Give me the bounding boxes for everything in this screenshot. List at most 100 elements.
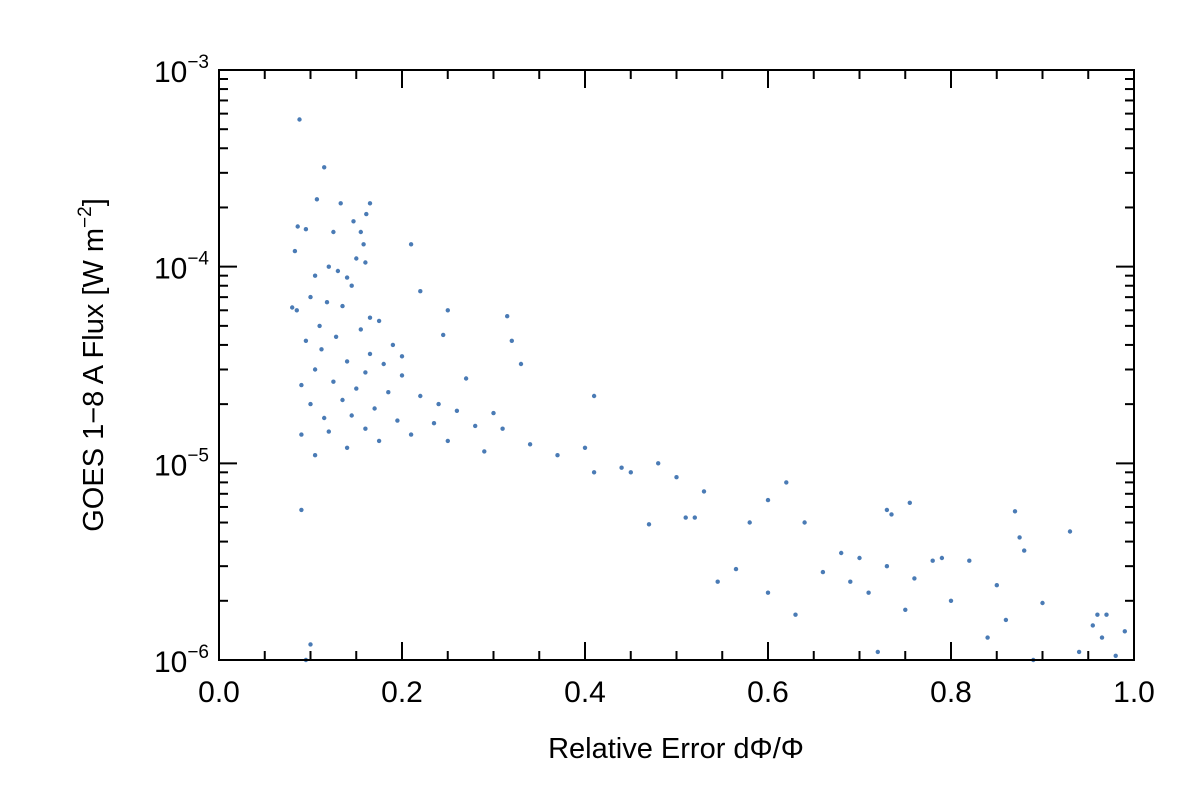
data-point xyxy=(1122,629,1128,634)
tick-labels: 0.0 0.2 0.4 0.6 0.8 1.010−610−510−410−3 xyxy=(154,52,1155,709)
data-point xyxy=(326,264,331,269)
y-tick-label: 10−6 xyxy=(154,642,209,679)
data-point xyxy=(358,327,363,332)
data-point xyxy=(349,413,354,418)
data-point xyxy=(358,229,363,235)
y-tick-label: 10−5 xyxy=(154,445,209,482)
y-axis-title-exponent: −2 xyxy=(75,206,96,228)
data-point xyxy=(628,470,633,475)
data-point xyxy=(354,386,359,391)
data-point xyxy=(308,401,313,407)
data-point xyxy=(354,256,359,261)
data-point xyxy=(386,390,391,395)
data-point xyxy=(292,248,298,254)
data-point xyxy=(312,273,318,278)
data-point xyxy=(408,432,414,437)
data-point xyxy=(303,338,309,343)
data-point xyxy=(390,342,396,348)
data-point xyxy=(473,423,478,429)
data-point xyxy=(765,497,771,503)
x-tick-label: 0.4 xyxy=(564,676,606,709)
data-point xyxy=(317,323,322,329)
data-point xyxy=(344,359,350,364)
data-point xyxy=(445,308,450,313)
data-point xyxy=(344,445,350,450)
data-point xyxy=(364,211,369,217)
y-axis-title-main: GOES 1−8 A Flux [W m xyxy=(78,228,110,532)
data-point xyxy=(884,564,890,569)
data-point xyxy=(907,500,912,505)
data-point xyxy=(322,415,327,421)
data-point xyxy=(408,242,414,247)
data-point xyxy=(889,512,894,517)
data-point xyxy=(1104,612,1109,617)
data-point xyxy=(312,453,318,458)
y-tick-label: 10−4 xyxy=(154,249,209,286)
data-point xyxy=(505,314,510,319)
data-point xyxy=(994,583,999,588)
data-point xyxy=(297,117,302,122)
data-point xyxy=(335,268,341,274)
data-point xyxy=(381,361,386,367)
data-point xyxy=(295,224,300,229)
data-point xyxy=(290,305,295,310)
data-point xyxy=(793,612,798,617)
data-point xyxy=(930,558,935,563)
y-tick-exponent: −4 xyxy=(187,249,209,270)
data-point xyxy=(482,449,487,454)
data-point xyxy=(866,590,871,595)
data-point xyxy=(319,347,324,352)
data-point xyxy=(1021,548,1027,553)
data-point xyxy=(509,338,514,343)
data-point xyxy=(646,522,652,527)
data-point xyxy=(820,569,826,575)
data-point xyxy=(656,461,661,466)
x-tick-label: 0.2 xyxy=(381,676,423,709)
y-tick-base: 10 xyxy=(154,253,187,286)
data-point xyxy=(903,607,908,612)
data-point xyxy=(857,555,862,561)
y-tick-base: 10 xyxy=(154,449,187,482)
data-point xyxy=(338,201,343,206)
y-tick-base: 10 xyxy=(154,646,187,679)
data-point xyxy=(674,475,679,480)
data-point xyxy=(399,354,405,359)
data-point xyxy=(875,649,880,655)
x-tick-label: 1.0 xyxy=(1113,676,1155,709)
data-point xyxy=(367,201,373,206)
data-point xyxy=(314,197,320,202)
data-point xyxy=(361,242,366,247)
x-axis-title: Relative Error dΦ/Φ xyxy=(548,733,804,765)
data-point xyxy=(312,367,318,372)
data-point xyxy=(445,438,450,444)
data-point xyxy=(367,315,373,320)
y-tick-base: 10 xyxy=(154,56,187,89)
data-point xyxy=(299,382,304,388)
data-point xyxy=(1095,612,1100,617)
data-point xyxy=(1017,535,1022,540)
data-point xyxy=(1040,600,1045,606)
data-point xyxy=(692,515,697,520)
data-point xyxy=(308,294,313,300)
data-point xyxy=(491,410,496,416)
data-point xyxy=(322,165,327,170)
data-point xyxy=(376,438,382,444)
data-point xyxy=(344,275,350,280)
data-point xyxy=(839,550,844,556)
y-tick-exponent: −6 xyxy=(187,642,209,663)
data-point xyxy=(395,418,400,423)
data-point xyxy=(1099,635,1105,640)
data-point xyxy=(500,426,505,431)
data-point xyxy=(582,445,588,450)
data-point xyxy=(1012,509,1018,514)
data-point xyxy=(399,373,405,378)
data-point xyxy=(527,442,533,447)
data-point xyxy=(848,579,853,584)
data-point xyxy=(349,283,354,288)
data-point xyxy=(985,635,990,640)
y-tick-exponent: −3 xyxy=(187,52,209,73)
data-point xyxy=(324,300,330,305)
data-point xyxy=(308,642,313,647)
data-point xyxy=(967,558,972,563)
